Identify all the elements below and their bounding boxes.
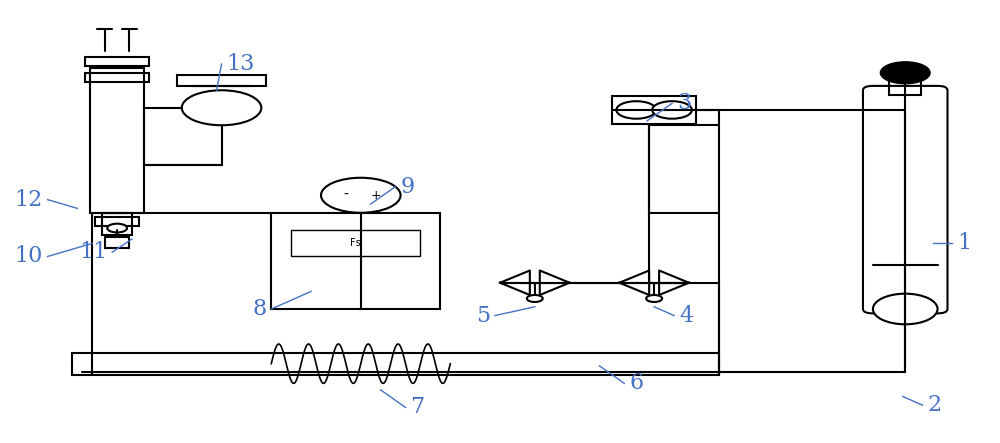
Text: 9: 9 bbox=[401, 175, 415, 198]
Bar bbox=[105, 237, 129, 248]
Ellipse shape bbox=[873, 294, 938, 324]
Circle shape bbox=[527, 295, 543, 302]
Circle shape bbox=[616, 101, 656, 119]
Circle shape bbox=[652, 101, 692, 119]
Bar bbox=[612, 96, 696, 124]
Text: +: + bbox=[370, 189, 381, 202]
Bar bbox=[95, 217, 139, 226]
Text: -: - bbox=[343, 188, 348, 202]
Text: 6: 6 bbox=[629, 373, 643, 394]
Text: 10: 10 bbox=[14, 245, 43, 268]
Bar bbox=[271, 213, 440, 309]
Text: 3: 3 bbox=[677, 93, 691, 114]
Bar bbox=[291, 230, 420, 256]
Circle shape bbox=[646, 295, 662, 302]
Text: 12: 12 bbox=[14, 189, 43, 210]
FancyBboxPatch shape bbox=[863, 86, 948, 313]
Text: 8: 8 bbox=[252, 298, 266, 320]
Bar bbox=[102, 213, 132, 235]
Bar bbox=[85, 58, 149, 66]
Text: 11: 11 bbox=[79, 241, 107, 263]
Circle shape bbox=[321, 178, 401, 213]
Bar bbox=[177, 75, 266, 86]
Text: 7: 7 bbox=[411, 396, 425, 419]
Text: 4: 4 bbox=[679, 304, 693, 326]
Text: 1: 1 bbox=[957, 233, 972, 254]
Bar bbox=[889, 73, 921, 95]
Bar bbox=[90, 68, 144, 213]
Text: 13: 13 bbox=[227, 53, 255, 75]
Bar bbox=[85, 73, 149, 82]
Text: 2: 2 bbox=[928, 394, 942, 416]
Circle shape bbox=[880, 62, 930, 84]
Text: Fs: Fs bbox=[350, 238, 361, 249]
Circle shape bbox=[107, 224, 127, 233]
Text: 5: 5 bbox=[476, 304, 490, 326]
Circle shape bbox=[182, 90, 261, 125]
